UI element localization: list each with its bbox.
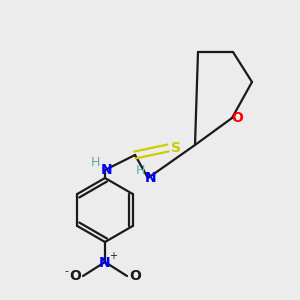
- Text: O: O: [69, 269, 81, 283]
- Text: -: -: [64, 266, 68, 276]
- Text: O: O: [231, 111, 243, 125]
- Text: N: N: [145, 171, 157, 185]
- Text: +: +: [109, 251, 117, 261]
- Text: S: S: [171, 141, 181, 155]
- Text: O: O: [129, 269, 141, 283]
- Text: N: N: [101, 163, 113, 177]
- Text: H: H: [135, 164, 145, 176]
- Text: H: H: [90, 155, 100, 169]
- Text: N: N: [99, 256, 111, 270]
